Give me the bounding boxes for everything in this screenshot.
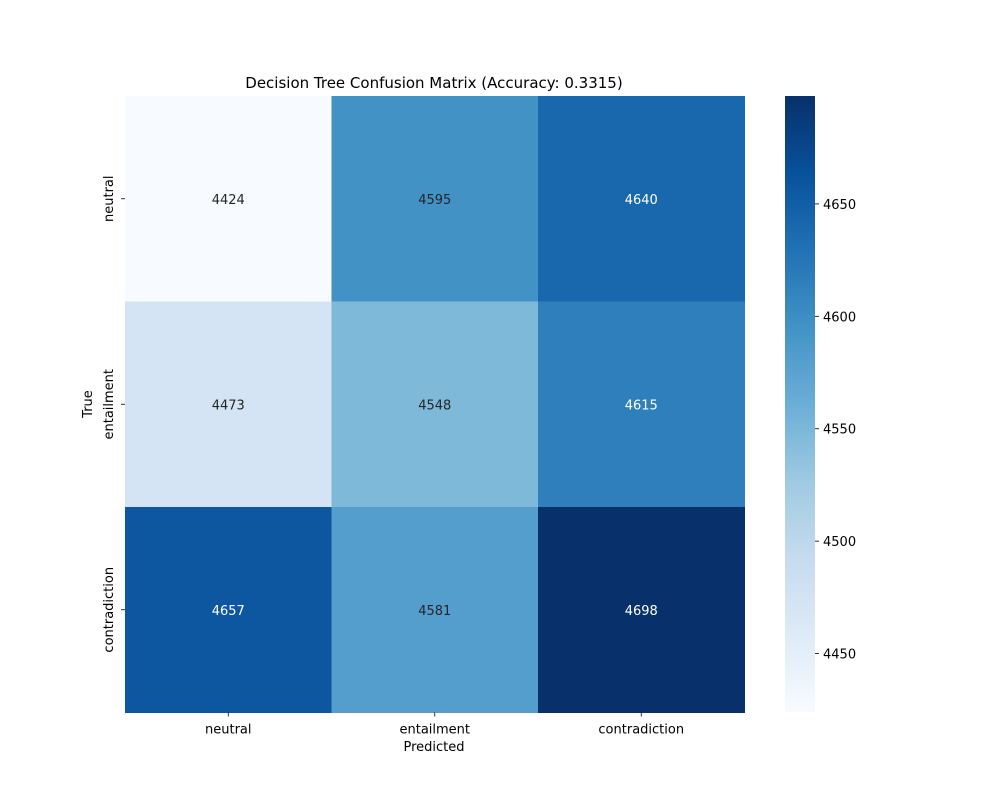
- x-axis-label: Predicted: [403, 740, 464, 755]
- heatmap-cell: [331, 96, 539, 302]
- cell-value-labels: 4424 4595 4640 4473 4548 4615 4657 4581 4698: [212, 193, 658, 619]
- heatmap-cell: [538, 507, 745, 713]
- colorbar-ticks: 4450 4500 4550 4600 4650: [815, 198, 856, 663]
- y-axis-label: True: [81, 390, 96, 419]
- heatmap-cell: [125, 301, 332, 508]
- y-tick-label: contradiction: [102, 567, 117, 653]
- chart-title: Decision Tree Confusion Matrix (Accuracy…: [245, 74, 622, 92]
- y-tick-label: entailment: [102, 369, 117, 440]
- colorbar-tick-label: 4600: [823, 310, 856, 325]
- colorbar-tick-label: 4550: [823, 423, 856, 438]
- colorbar-tick-label: 4500: [823, 535, 856, 550]
- heatmap-cells: [125, 96, 745, 713]
- cell-value-label: 4581: [418, 604, 451, 619]
- cell-value-label: 4657: [212, 604, 245, 619]
- cell-value-label: 4595: [418, 193, 451, 208]
- x-axis: neutral entailment contradiction: [205, 712, 684, 738]
- colorbar-tick-label: 4650: [823, 198, 856, 213]
- y-axis: neutral entailment contradiction: [102, 176, 125, 653]
- colorbar: [785, 96, 815, 712]
- heatmap-cell: [331, 301, 539, 508]
- heatmap-cell: [538, 301, 745, 508]
- cell-value-label: 4424: [212, 193, 245, 208]
- heatmap-cell: [125, 96, 332, 302]
- y-tick-label: neutral: [102, 176, 117, 223]
- heatmap-cell: [538, 96, 745, 302]
- heatmap-cell: [125, 507, 332, 713]
- colorbar-tick-label: 4450: [823, 648, 856, 663]
- heatmap-cell: [331, 507, 539, 713]
- x-tick-label: neutral: [205, 723, 252, 738]
- cell-value-label: 4698: [625, 604, 658, 619]
- x-tick-label: contradiction: [598, 723, 684, 738]
- cell-value-label: 4473: [212, 398, 245, 413]
- cell-value-label: 4615: [625, 398, 658, 413]
- cell-value-label: 4640: [625, 193, 658, 208]
- cell-value-label: 4548: [418, 398, 451, 413]
- x-tick-label: entailment: [399, 723, 470, 738]
